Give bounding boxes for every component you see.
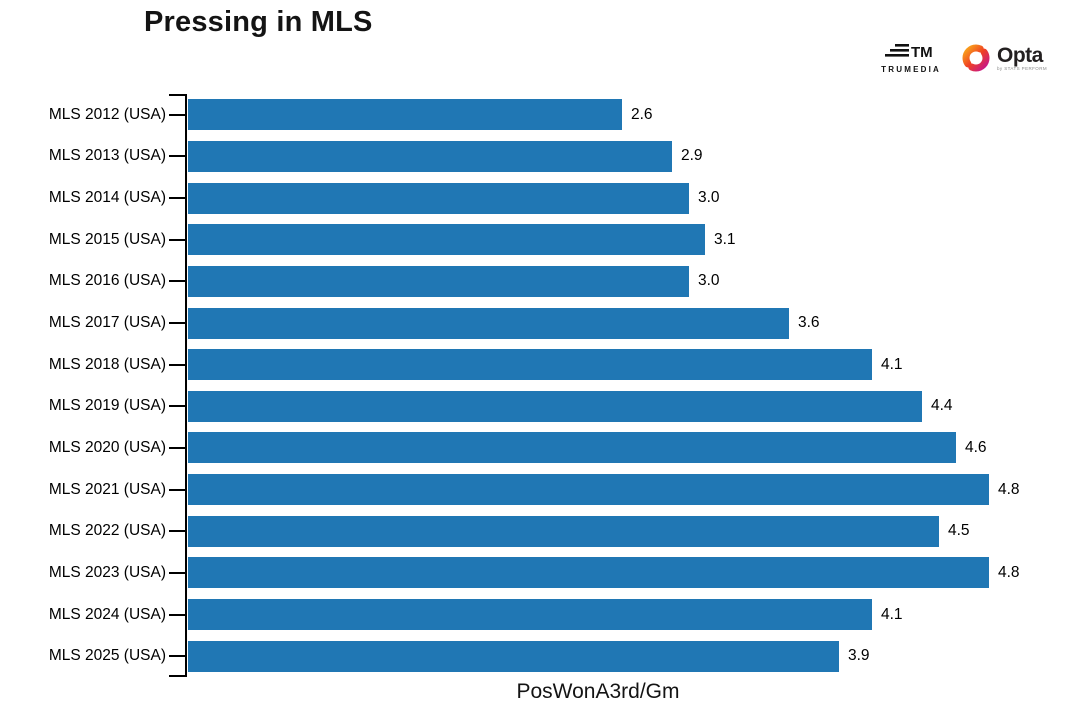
bar-value-label: 3.0 bbox=[698, 272, 720, 290]
opta-ring-icon bbox=[962, 44, 990, 72]
bar-value-label: 3.1 bbox=[714, 230, 736, 248]
bar bbox=[188, 640, 839, 672]
y-tick-mark bbox=[169, 405, 185, 408]
bar bbox=[188, 99, 622, 131]
x-axis-label: PosWonA3rd/Gm bbox=[516, 680, 680, 703]
y-tick-mark bbox=[169, 363, 185, 366]
bar bbox=[188, 557, 989, 589]
bar bbox=[188, 182, 689, 214]
y-tick-mark bbox=[169, 571, 185, 574]
opta-logo-text: Opta bbox=[997, 43, 1043, 67]
y-tick-label: MLS 2023 (USA) bbox=[48, 563, 166, 581]
y-tick-mark bbox=[169, 322, 185, 325]
y-tick-label: MLS 2020 (USA) bbox=[48, 438, 166, 456]
opta-logo: Opta by STATS PERFORM bbox=[961, 42, 1047, 74]
bar bbox=[188, 515, 939, 547]
y-tick-label: MLS 2017 (USA) bbox=[48, 314, 166, 332]
bar-value-label: 4.4 bbox=[931, 397, 953, 415]
y-tick-mark bbox=[169, 613, 185, 616]
y-tick-label: MLS 2025 (USA) bbox=[48, 647, 166, 665]
bar-value-label: 2.9 bbox=[681, 147, 703, 165]
branding: TM TRUMEDIA Opta by STATS PERFORM bbox=[881, 42, 1047, 74]
svg-text:TM: TM bbox=[911, 44, 933, 61]
y-tick-mark bbox=[169, 530, 185, 533]
y-tick-label: MLS 2013 (USA) bbox=[48, 147, 166, 165]
bar-value-label: 4.8 bbox=[998, 563, 1020, 581]
bar-value-label: 4.6 bbox=[965, 438, 987, 456]
bar bbox=[188, 349, 872, 381]
y-tick-label: MLS 2018 (USA) bbox=[48, 355, 166, 373]
bar bbox=[188, 224, 705, 256]
bar bbox=[188, 390, 922, 422]
bar-value-label: 3.6 bbox=[798, 314, 820, 332]
y-axis-bottom-cap bbox=[169, 675, 187, 677]
opta-logo-subtext: by STATS PERFORM bbox=[997, 65, 1047, 71]
y-tick-label: MLS 2021 (USA) bbox=[48, 480, 166, 498]
y-tick-label: MLS 2022 (USA) bbox=[48, 522, 166, 540]
y-tick-mark bbox=[169, 446, 185, 449]
bar bbox=[188, 307, 789, 339]
y-tick-mark bbox=[169, 655, 185, 658]
trumedia-logo: TM TRUMEDIA bbox=[881, 43, 941, 74]
bar-value-label: 3.9 bbox=[848, 647, 870, 665]
y-tick-label: MLS 2016 (USA) bbox=[48, 272, 166, 290]
trumedia-logo-icon: TM bbox=[885, 43, 933, 61]
y-tick-mark bbox=[169, 280, 185, 283]
bar bbox=[188, 265, 689, 297]
y-tick-mark bbox=[169, 238, 185, 241]
trumedia-logo-text: TRUMEDIA bbox=[881, 64, 941, 74]
bar-value-label: 4.5 bbox=[948, 522, 970, 540]
bar-value-label: 4.1 bbox=[881, 605, 903, 623]
bar bbox=[188, 599, 872, 631]
y-tick-mark bbox=[169, 113, 185, 116]
y-axis-top-cap bbox=[169, 94, 187, 96]
bar-value-label: 4.1 bbox=[881, 355, 903, 373]
y-tick-label: MLS 2012 (USA) bbox=[48, 105, 166, 123]
bar bbox=[188, 474, 989, 506]
bar-value-label: 3.0 bbox=[698, 189, 720, 207]
chart-title: Pressing in MLS bbox=[144, 6, 373, 38]
y-tick-label: MLS 2024 (USA) bbox=[48, 605, 166, 623]
y-tick-mark bbox=[169, 155, 185, 158]
y-tick-mark bbox=[169, 197, 185, 200]
y-tick-label: MLS 2019 (USA) bbox=[48, 397, 166, 415]
y-tick-label: MLS 2015 (USA) bbox=[48, 230, 166, 248]
bar bbox=[188, 432, 956, 464]
y-tick-label: MLS 2014 (USA) bbox=[48, 189, 166, 207]
bar-value-label: 2.6 bbox=[631, 105, 653, 123]
bar-value-label: 4.8 bbox=[998, 480, 1020, 498]
y-tick-mark bbox=[169, 488, 185, 491]
bar bbox=[188, 140, 672, 172]
y-axis-spine bbox=[185, 94, 187, 677]
